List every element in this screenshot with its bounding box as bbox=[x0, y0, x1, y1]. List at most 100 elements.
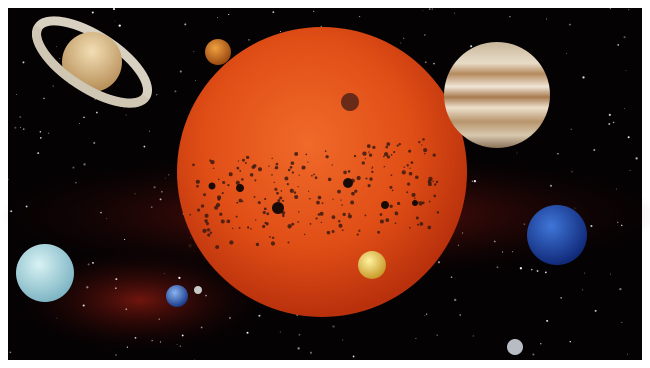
star bbox=[114, 287, 117, 290]
asteroid bbox=[264, 221, 267, 225]
asteroid bbox=[422, 138, 425, 141]
asteroid bbox=[367, 184, 371, 188]
asteroid bbox=[315, 217, 318, 220]
asteroid bbox=[428, 200, 431, 203]
star bbox=[612, 121, 615, 124]
asteroid bbox=[331, 164, 333, 166]
asteroid bbox=[244, 162, 247, 165]
asteroid bbox=[262, 210, 266, 215]
star bbox=[509, 15, 511, 18]
asteroid bbox=[189, 236, 192, 239]
asteroid bbox=[435, 180, 439, 184]
asteroid bbox=[231, 227, 234, 230]
moon bbox=[194, 286, 202, 294]
star bbox=[568, 23, 571, 26]
asteroid bbox=[353, 154, 357, 158]
asteroid bbox=[228, 172, 233, 177]
star bbox=[437, 261, 441, 264]
asteroid bbox=[280, 190, 283, 192]
star bbox=[181, 334, 184, 337]
star bbox=[623, 36, 626, 39]
star bbox=[164, 273, 166, 275]
asteroid bbox=[209, 231, 213, 234]
asteroid bbox=[298, 174, 300, 176]
star bbox=[422, 10, 424, 12]
star bbox=[87, 263, 90, 266]
star bbox=[161, 190, 163, 193]
neptune bbox=[527, 205, 587, 265]
star bbox=[536, 270, 539, 272]
asteroid bbox=[297, 221, 300, 223]
star bbox=[72, 166, 75, 169]
asteroid bbox=[236, 166, 240, 170]
asteroid bbox=[291, 171, 294, 174]
star bbox=[184, 23, 187, 26]
star bbox=[545, 271, 547, 274]
asteroid bbox=[407, 182, 411, 186]
asteroid bbox=[432, 180, 434, 182]
asteroid bbox=[386, 155, 391, 159]
asteroid bbox=[277, 199, 281, 203]
asteroid bbox=[204, 219, 208, 223]
asteroid-belt bbox=[188, 138, 440, 253]
star bbox=[86, 286, 89, 289]
asteroid bbox=[386, 142, 391, 146]
asteroid bbox=[269, 236, 271, 238]
asteroid bbox=[408, 149, 412, 153]
asteroid bbox=[338, 220, 341, 223]
star bbox=[530, 268, 533, 271]
asteroid bbox=[347, 214, 352, 219]
star bbox=[627, 136, 630, 139]
star bbox=[540, 343, 542, 345]
asteroid bbox=[287, 168, 291, 172]
asteroid bbox=[236, 201, 239, 204]
star bbox=[194, 359, 196, 360]
asteroid bbox=[427, 182, 432, 187]
star bbox=[609, 273, 611, 275]
star bbox=[22, 61, 25, 64]
small-planet bbox=[341, 93, 359, 111]
star bbox=[454, 298, 457, 302]
asteroid bbox=[384, 152, 389, 157]
star bbox=[55, 46, 57, 48]
venus bbox=[358, 251, 386, 279]
asteroid bbox=[264, 197, 267, 201]
star bbox=[626, 353, 629, 355]
asteroid bbox=[421, 144, 423, 146]
star bbox=[14, 126, 17, 129]
large-asteroid bbox=[381, 201, 389, 209]
asteroid bbox=[275, 162, 279, 166]
star bbox=[415, 338, 417, 340]
asteroid bbox=[332, 198, 334, 200]
star bbox=[496, 266, 499, 269]
star bbox=[574, 207, 576, 209]
asteroid bbox=[347, 170, 351, 173]
asteroid bbox=[226, 219, 231, 224]
star bbox=[565, 52, 567, 54]
star bbox=[7, 178, 9, 181]
asteroid bbox=[366, 144, 371, 148]
asteroid bbox=[293, 191, 297, 194]
asteroid bbox=[331, 215, 336, 220]
asteroid bbox=[227, 184, 230, 187]
star bbox=[279, 331, 281, 333]
star bbox=[56, 317, 58, 319]
star bbox=[25, 205, 28, 208]
star bbox=[473, 180, 477, 183]
asteroid bbox=[379, 219, 384, 224]
asteroid bbox=[220, 219, 225, 224]
star bbox=[402, 37, 405, 40]
star bbox=[400, 42, 402, 44]
star bbox=[9, 351, 12, 354]
star bbox=[193, 51, 195, 53]
asteroid bbox=[394, 211, 399, 216]
asteroid bbox=[389, 204, 393, 208]
asteroid bbox=[368, 153, 373, 157]
star bbox=[583, 272, 585, 274]
asteroid bbox=[305, 153, 308, 156]
asteroid bbox=[356, 175, 361, 181]
star bbox=[126, 346, 128, 348]
star bbox=[82, 304, 85, 307]
star bbox=[93, 141, 96, 144]
star bbox=[608, 123, 611, 125]
